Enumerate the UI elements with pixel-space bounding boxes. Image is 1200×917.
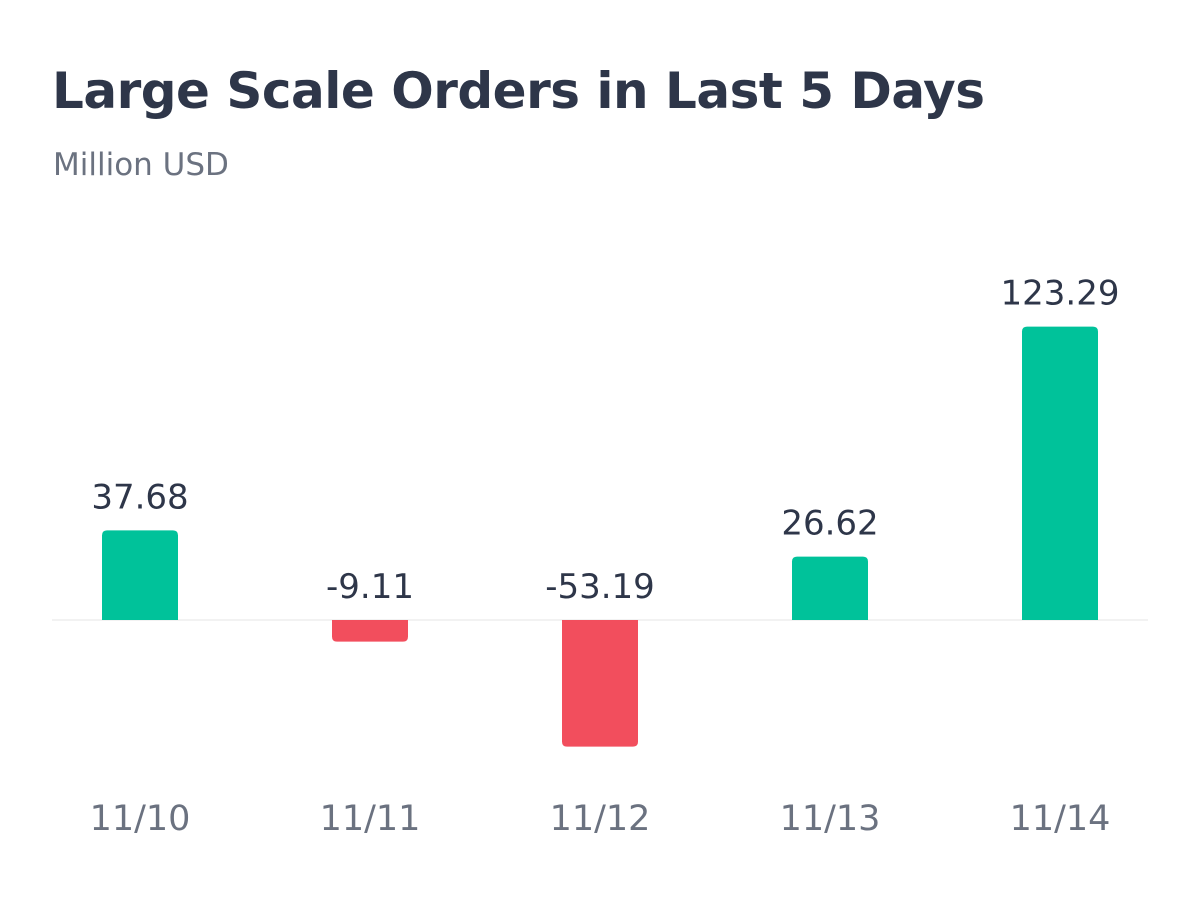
x-tick-label: 11/14 [1010,799,1111,839]
value-label: -53.19 [545,567,655,607]
bar-11-12 [562,620,638,747]
bar-11-13 [792,556,868,620]
x-tick-label: 11/12 [550,799,651,839]
x-tick-label: 11/10 [90,799,191,839]
value-label: 123.29 [1001,274,1120,314]
value-label: -9.11 [326,567,414,607]
bar-11-10 [102,530,178,620]
value-label: 37.68 [91,477,188,517]
x-tick-label: 11/11 [320,799,421,839]
value-label: 26.62 [781,504,878,544]
x-tick-label: 11/13 [780,799,881,839]
chart-subtitle: Million USD [53,147,229,183]
bar-11-14 [1022,326,1098,620]
bar-11-11 [332,620,408,642]
chart-title: Large Scale Orders in Last 5 Days [52,62,985,120]
